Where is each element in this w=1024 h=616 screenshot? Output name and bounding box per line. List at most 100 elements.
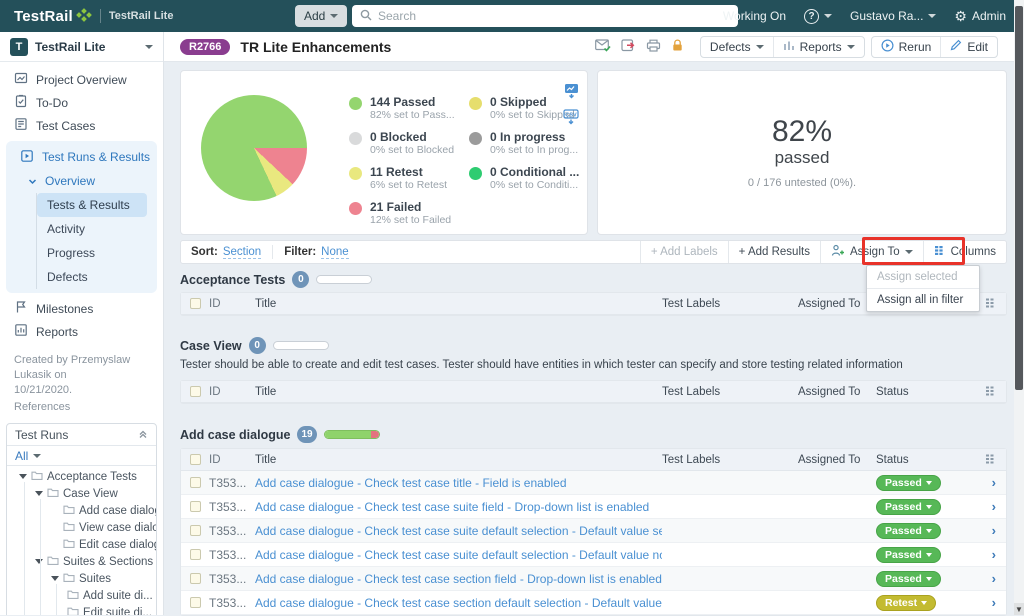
test-title-link[interactable]: Add case dialogue - Check test case suit… [255,499,650,514]
vertical-scrollbar[interactable]: ▼ [1014,0,1024,615]
scrollbar-down-arrow[interactable]: ▼ [1014,603,1024,615]
sidebar-item-test-runs-results[interactable]: Test Runs & Results [6,145,157,169]
col-header-assigned[interactable]: Assigned To [798,453,861,466]
sidebar-item-defects[interactable]: Defects [37,265,157,289]
help-menu[interactable]: ? [804,8,833,24]
reports-button[interactable]: Reports [772,36,864,57]
user-menu[interactable]: Gustavo Ra... [850,9,937,23]
search-box[interactable] [352,5,738,27]
col-header-title[interactable]: Title [255,453,277,466]
col-header-assigned[interactable]: Assigned To [798,297,861,310]
open-test-chevron[interactable]: › [991,475,996,490]
sidebar-item-test-cases[interactable]: Test Cases [0,114,163,137]
tree-item[interactable]: Edit suite di... [7,604,156,615]
download-csv-icon[interactable]: CSV [563,109,579,128]
tree-item[interactable]: Add case dialogue [7,502,156,519]
sort-value-link[interactable]: Section [222,245,262,259]
sidebar-item-activity[interactable]: Activity [37,217,157,241]
rerun-button[interactable]: Rerun [872,37,941,57]
sidebar-item-reports[interactable]: Reports [0,320,163,343]
status-dropdown[interactable]: Passed [876,546,941,563]
open-test-chevron[interactable]: › [991,499,996,514]
tree-item[interactable]: View case dialo... [7,519,156,536]
runs-filter-dropdown[interactable]: All [7,446,156,466]
sidebar-item-todo[interactable]: To-Do [0,91,163,114]
table-row[interactable]: T353... Add case dialogue - Check test c… [181,567,1006,591]
column-settings-icon[interactable] [968,298,1006,309]
columns-button[interactable]: Columns [922,241,1006,263]
open-test-chevron[interactable]: › [991,595,996,610]
download-chart-image-icon[interactable] [564,83,579,102]
tree-item[interactable]: Suites & Sections vi... [7,553,156,570]
print-icon[interactable] [646,39,661,55]
assign-to-button[interactable]: Assign To [819,241,923,263]
col-header-labels[interactable]: Test Labels [662,297,721,310]
email-notify-icon[interactable] [595,38,611,55]
assign-all-in-filter-option[interactable]: Assign all in filter [877,294,964,306]
open-test-chevron[interactable]: › [991,523,996,538]
column-settings-icon[interactable] [968,386,1006,397]
tree-item[interactable]: Case View [7,485,156,502]
col-header-title[interactable]: Title [255,297,277,310]
row-checkbox[interactable] [190,573,201,584]
defects-button[interactable]: Defects [701,37,773,57]
col-header-id[interactable]: ID [209,385,221,398]
sidebar-item-progress[interactable]: Progress [37,241,157,265]
row-checkbox[interactable] [190,525,201,536]
sidebar-item-project-overview[interactable]: Project Overview [0,68,163,91]
row-checkbox[interactable] [190,549,201,560]
col-header-id[interactable]: ID [209,297,221,310]
status-dropdown[interactable]: Passed [876,498,941,515]
col-header-status[interactable]: Status [876,385,909,398]
admin-link[interactable]: ⚙ Admin [954,9,1006,23]
caret-expanded-icon[interactable] [35,491,43,496]
caret-expanded-icon[interactable] [35,559,43,564]
search-input[interactable] [378,9,730,23]
table-row[interactable]: T353... Add case dialogue - Check test c… [181,543,1006,567]
status-dropdown[interactable]: Passed [876,474,941,491]
col-header-status[interactable]: Status [876,453,909,466]
col-header-title[interactable]: Title [255,385,277,398]
select-all-checkbox[interactable] [190,298,201,309]
collapse-panel-icon[interactable] [138,428,148,442]
tree-item[interactable]: Add suite di... [7,587,156,604]
add-labels-button[interactable]: + Add Labels [639,241,728,263]
references-link[interactable]: References [14,401,71,413]
export-icon[interactable] [621,38,636,55]
table-row[interactable]: T353... Add case dialogue - Check test c… [181,495,1006,519]
lock-icon[interactable] [671,39,684,55]
row-checkbox[interactable] [190,501,201,512]
caret-expanded-icon[interactable] [19,474,27,479]
test-title-link[interactable]: Add case dialogue - Check test case titl… [255,475,567,490]
sidebar-item-overview[interactable]: Overview [6,169,157,193]
sidebar-item-milestones[interactable]: Milestones [0,297,163,320]
working-on-link[interactable]: Working On [722,9,787,23]
test-title-link[interactable]: Add case dialogue - Check test case suit… [255,523,662,538]
table-row[interactable]: T353... Add case dialogue - Check test c… [181,471,1006,495]
test-title-link[interactable]: Add case dialogue - Check test case sect… [255,595,662,610]
brand[interactable]: TestRail TestRail Lite [14,8,173,25]
tree-item[interactable]: Suites [7,570,156,587]
add-results-button[interactable]: + Add Results [727,241,820,263]
col-header-assigned[interactable]: Assigned To [798,385,861,398]
tree-item[interactable]: Acceptance Tests [7,468,156,485]
col-header-labels[interactable]: Test Labels [662,385,721,398]
open-test-chevron[interactable]: › [991,571,996,586]
test-title-link[interactable]: Add case dialogue - Check test case sect… [255,571,662,586]
select-all-checkbox[interactable] [190,386,201,397]
add-button[interactable]: Add [295,5,348,27]
project-selector[interactable]: T TestRail Lite [0,32,163,62]
filter-value-link[interactable]: None [321,245,349,259]
column-settings-icon[interactable] [968,454,1006,465]
sidebar-item-tests-results[interactable]: Tests & Results [37,193,147,217]
tree-item[interactable]: Edit case dialogue [7,536,156,553]
col-header-id[interactable]: ID [209,453,221,466]
assign-selected-option[interactable]: Assign selected [867,266,979,289]
table-row[interactable]: T353... Add case dialogue - Check test c… [181,591,1006,615]
select-all-checkbox[interactable] [190,454,201,465]
row-checkbox[interactable] [190,477,201,488]
row-checkbox[interactable] [190,597,201,608]
caret-expanded-icon[interactable] [51,576,59,581]
open-test-chevron[interactable]: › [991,547,996,562]
status-dropdown[interactable]: Passed [876,522,941,539]
